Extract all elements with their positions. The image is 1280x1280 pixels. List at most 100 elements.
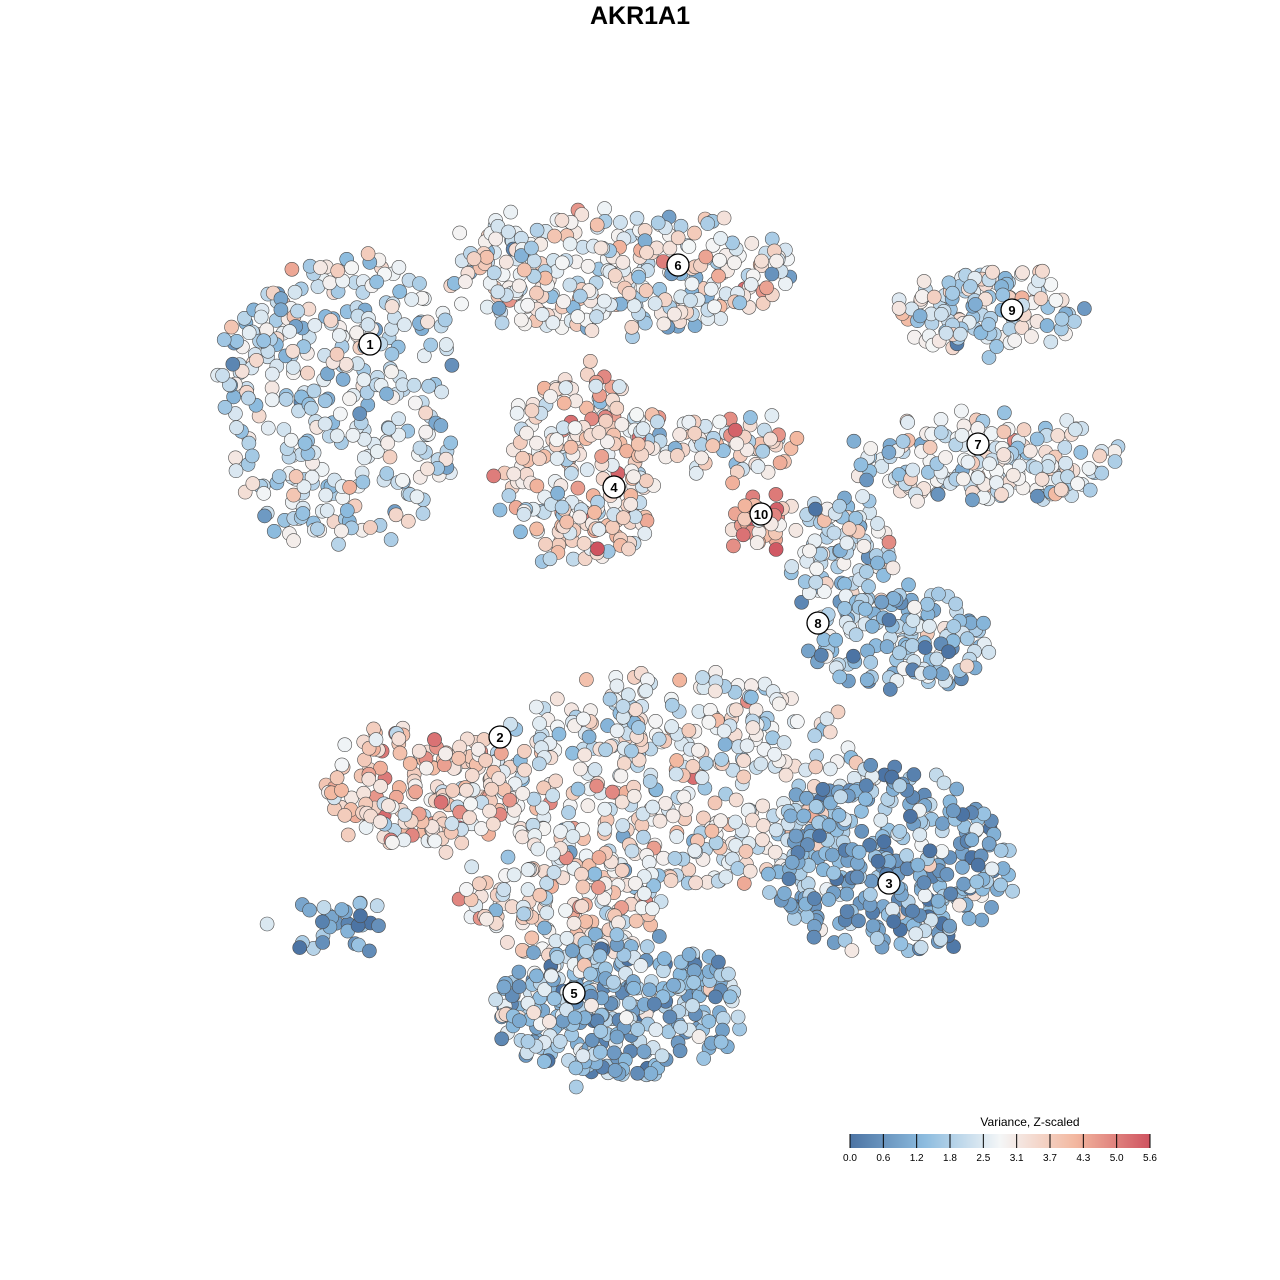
chart-title: AKR1A1 [589, 2, 691, 30]
cell-point [335, 371, 351, 387]
cell-point [391, 259, 407, 275]
cell-point [384, 346, 400, 362]
cell-point [700, 216, 716, 231]
cluster-label-circle [602, 475, 626, 499]
cell-point [356, 450, 372, 466]
cell-point [329, 428, 345, 444]
cell-point [438, 746, 453, 762]
cell-point [216, 332, 232, 348]
cell-point [687, 843, 703, 859]
cell-point [638, 683, 654, 699]
cell-point [922, 440, 938, 455]
cell-point [809, 561, 825, 577]
cell-point [402, 756, 418, 771]
cell-point [636, 1044, 652, 1059]
cell-point [1058, 455, 1073, 471]
cell-point [873, 812, 889, 828]
cluster-label-text: 10 [754, 507, 768, 522]
cell-point [1005, 467, 1021, 483]
cell-point [369, 898, 385, 914]
cell-point [256, 333, 272, 349]
cell-point [665, 808, 681, 824]
cell-point [529, 285, 544, 301]
cell-point [933, 412, 949, 427]
cell-point [462, 810, 477, 825]
cell-point [743, 689, 759, 705]
cell-point [736, 876, 752, 891]
cell-point [360, 246, 376, 261]
cell-point [768, 822, 784, 838]
cell-point [942, 918, 957, 934]
cell-point [1082, 482, 1098, 498]
cell-point [776, 735, 792, 750]
cell-point [906, 767, 922, 782]
cell-point [713, 813, 729, 829]
cell-point [606, 1045, 622, 1061]
cell-point [869, 931, 885, 946]
cell-point [652, 813, 668, 829]
cell-point [491, 771, 507, 786]
cell-point [989, 339, 1004, 354]
cell-point [360, 317, 376, 333]
cell-point [513, 248, 529, 263]
cluster-label-text: 8 [814, 616, 821, 631]
cell-point [342, 391, 357, 407]
cell-point [1034, 471, 1050, 487]
cell-point [580, 798, 596, 814]
cell-point [711, 268, 726, 284]
colorbar-tick-label: 0.0 [843, 1153, 857, 1164]
cell-point [421, 378, 437, 394]
cell-point [519, 425, 534, 441]
cell-point [609, 1029, 625, 1045]
cell-point [851, 844, 867, 860]
cell-point [591, 880, 606, 895]
cell-point [506, 867, 522, 883]
cell-point [1073, 445, 1089, 460]
cell-point [759, 280, 774, 296]
cell-point [244, 448, 260, 464]
cell-point [684, 276, 700, 292]
cell-point [337, 737, 353, 753]
cell-point [816, 584, 832, 599]
cell-point [778, 767, 794, 783]
cell-point [764, 266, 780, 282]
cell-point [423, 337, 439, 353]
cell-point [478, 753, 493, 768]
cell-point [278, 391, 294, 407]
cell-point [910, 857, 926, 873]
cell-point [565, 943, 580, 959]
cell-point [728, 814, 743, 830]
cell-point [580, 258, 596, 274]
cell-point [789, 714, 805, 729]
cell-point [419, 760, 434, 776]
cell-point [984, 861, 1000, 877]
cell-point [562, 236, 578, 252]
cell-point [996, 424, 1012, 440]
cell-point [907, 599, 922, 615]
cell-point [630, 436, 646, 452]
cell-point [506, 466, 522, 482]
cell-point [933, 931, 949, 947]
cell-point [743, 277, 759, 292]
cell-point [644, 901, 660, 917]
cell-point [718, 869, 734, 885]
cluster-label-circle [877, 871, 901, 895]
cell-point [464, 859, 480, 875]
cell-point [664, 697, 680, 713]
cell-point [574, 207, 590, 222]
cell-point [577, 747, 593, 763]
cell-point [283, 432, 299, 448]
cell-point [721, 966, 736, 982]
cell-point [418, 424, 434, 440]
cell-point [739, 738, 755, 754]
cell-point [905, 462, 921, 478]
cell-point [584, 1033, 600, 1048]
cell-point [1039, 318, 1055, 333]
cell-point [899, 848, 914, 863]
cell-point [594, 449, 610, 464]
cell-point [479, 911, 494, 927]
cell-point [629, 407, 645, 422]
cell-point [529, 521, 545, 537]
cell-point [1067, 314, 1082, 329]
cell-point [651, 929, 667, 944]
